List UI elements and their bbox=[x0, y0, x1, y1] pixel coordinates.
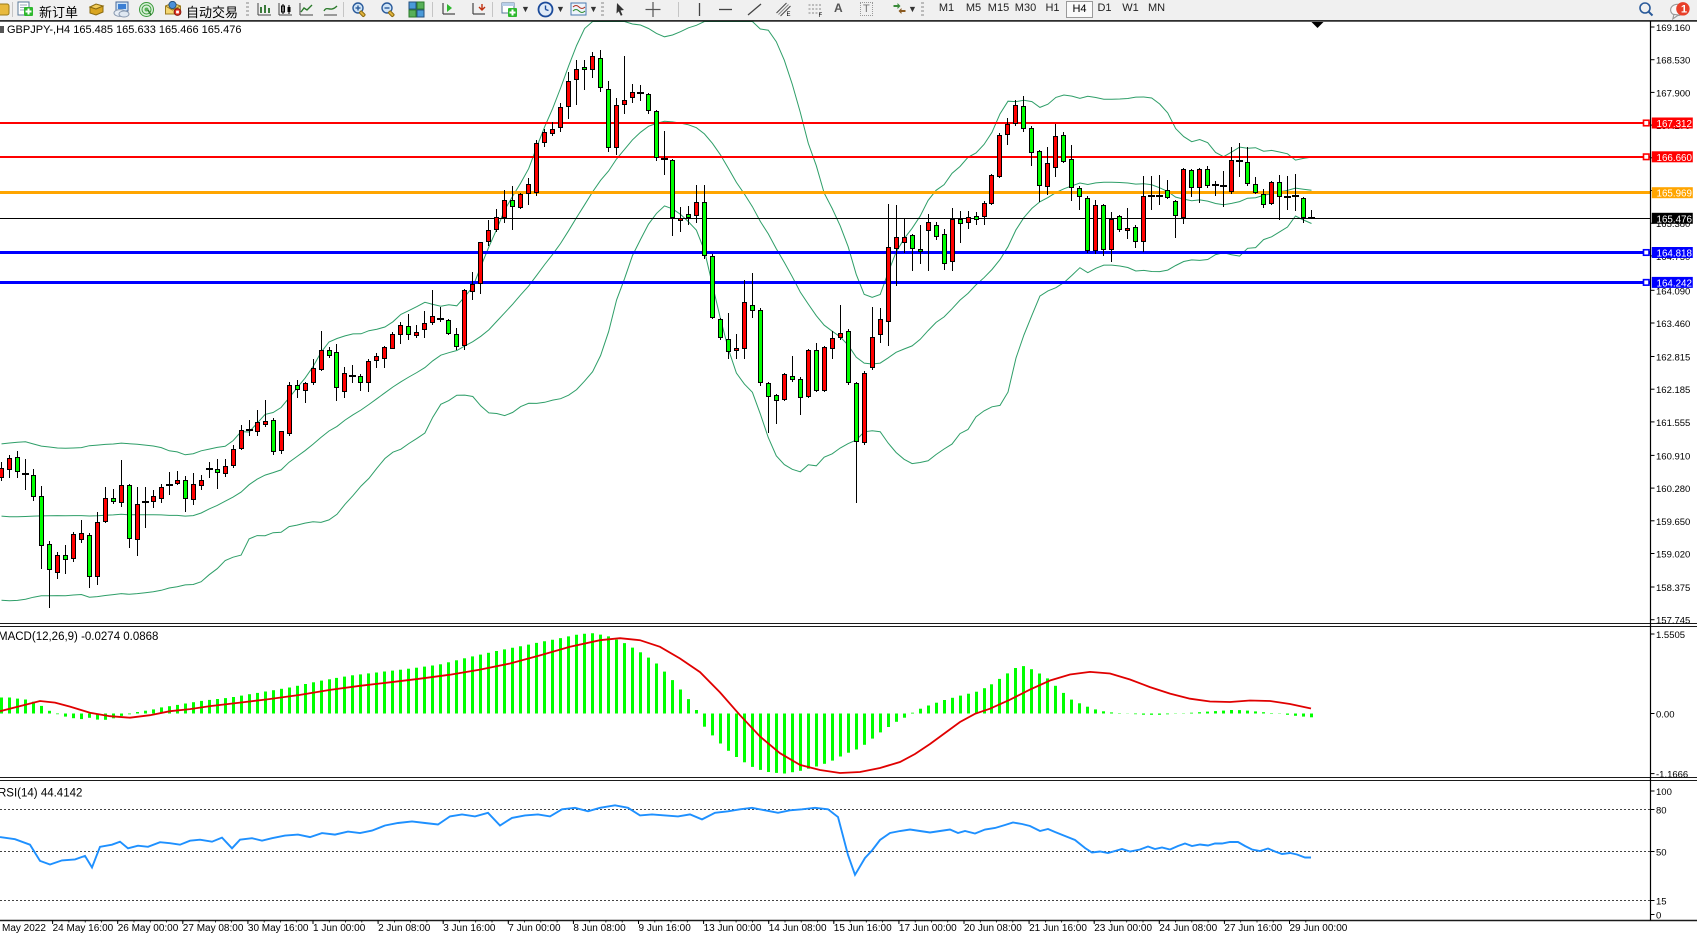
svg-text:157.745: 157.745 bbox=[1656, 616, 1690, 627]
svg-text:164.090: 164.090 bbox=[1656, 286, 1690, 297]
svg-text:MACD(12,26,9) -0.0274 0.0868: MACD(12,26,9) -0.0274 0.0868 bbox=[0, 631, 158, 643]
svg-text:29 Jun 00:00: 29 Jun 00:00 bbox=[1290, 923, 1348, 934]
svg-text:50: 50 bbox=[1656, 848, 1667, 859]
svg-text:164.818: 164.818 bbox=[1657, 249, 1693, 260]
svg-text:100: 100 bbox=[1656, 787, 1672, 798]
svg-text:160.280: 160.280 bbox=[1656, 484, 1690, 495]
svg-text:167.312: 167.312 bbox=[1657, 119, 1692, 130]
svg-text:161.555: 161.555 bbox=[1656, 418, 1690, 429]
svg-text:F: F bbox=[819, 13, 823, 18]
svg-text:1: 1 bbox=[1681, 4, 1687, 16]
svg-text:8 Jun 08:00: 8 Jun 08:00 bbox=[573, 923, 626, 934]
svg-text:166.660: 166.660 bbox=[1657, 153, 1693, 164]
svg-text:80: 80 bbox=[1656, 806, 1667, 817]
svg-text:169.160: 169.160 bbox=[1656, 23, 1690, 34]
svg-text:165.969: 165.969 bbox=[1657, 189, 1692, 200]
svg-text:26 May 00:00: 26 May 00:00 bbox=[118, 923, 179, 934]
svg-text:GBPJPY-,H4 165.485 165.633 16: GBPJPY-,H4 165.485 165.633 165.466 165.4… bbox=[7, 24, 241, 36]
svg-text:162.185: 162.185 bbox=[1656, 385, 1690, 396]
svg-text:163.460: 163.460 bbox=[1656, 319, 1690, 330]
svg-text:27 Jun 16:00: 27 Jun 16:00 bbox=[1224, 923, 1282, 934]
svg-text:13 Jun 00:00: 13 Jun 00:00 bbox=[704, 923, 762, 934]
svg-text:24 May 16:00: 24 May 16:00 bbox=[53, 923, 114, 934]
svg-text:15 Jun 16:00: 15 Jun 16:00 bbox=[834, 923, 892, 934]
svg-text:162.815: 162.815 bbox=[1656, 353, 1690, 364]
svg-text:1 Jun 00:00: 1 Jun 00:00 bbox=[313, 923, 366, 934]
svg-text:159.650: 159.650 bbox=[1656, 517, 1690, 528]
svg-text:21 Jun 16:00: 21 Jun 16:00 bbox=[1029, 923, 1087, 934]
svg-text:164.242: 164.242 bbox=[1657, 278, 1692, 289]
svg-text:24 Jun 08:00: 24 Jun 08:00 bbox=[1159, 923, 1217, 934]
svg-text:14 Jun 08:00: 14 Jun 08:00 bbox=[769, 923, 827, 934]
svg-text:165.380: 165.380 bbox=[1656, 219, 1690, 230]
svg-text:20 Jun 08:00: 20 Jun 08:00 bbox=[964, 923, 1022, 934]
svg-text:165.476: 165.476 bbox=[1657, 214, 1693, 225]
svg-text:168.530: 168.530 bbox=[1656, 56, 1690, 67]
svg-text:May 2022: May 2022 bbox=[2, 923, 46, 934]
svg-text:27 May 08:00: 27 May 08:00 bbox=[183, 923, 244, 934]
svg-text:0.00: 0.00 bbox=[1656, 710, 1675, 721]
svg-text:167.900: 167.900 bbox=[1656, 88, 1690, 99]
svg-text:9 Jun 16:00: 9 Jun 16:00 bbox=[639, 923, 692, 934]
svg-text:-1.1666: -1.1666 bbox=[1656, 770, 1688, 781]
svg-text:3 Jun 16:00: 3 Jun 16:00 bbox=[443, 923, 496, 934]
svg-text:7 Jun 00:00: 7 Jun 00:00 bbox=[508, 923, 561, 934]
svg-text:159.020: 159.020 bbox=[1656, 550, 1690, 561]
svg-text:15: 15 bbox=[1656, 897, 1667, 908]
svg-text:158.375: 158.375 bbox=[1656, 583, 1690, 594]
svg-text:E: E bbox=[787, 12, 791, 18]
svg-text:RSI(14) 44.4142: RSI(14) 44.4142 bbox=[0, 788, 82, 800]
svg-text:23 Jun 00:00: 23 Jun 00:00 bbox=[1094, 923, 1152, 934]
svg-text:2 Jun 08:00: 2 Jun 08:00 bbox=[378, 923, 431, 934]
svg-text:1.5505: 1.5505 bbox=[1656, 630, 1685, 641]
svg-text:30 May 16:00: 30 May 16:00 bbox=[248, 923, 309, 934]
svg-text:17 Jun 00:00: 17 Jun 00:00 bbox=[899, 923, 957, 934]
svg-text:160.910: 160.910 bbox=[1656, 451, 1690, 462]
svg-text:0: 0 bbox=[1656, 911, 1661, 922]
